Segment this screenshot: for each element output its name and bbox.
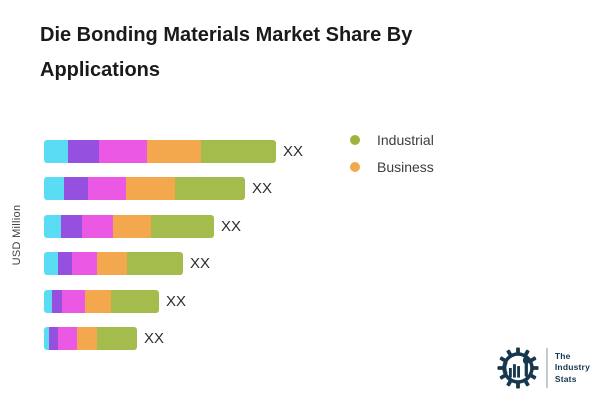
- bar-segment: [44, 177, 64, 201]
- legend-item-business: Business: [350, 159, 434, 175]
- bar-segment: [175, 177, 245, 201]
- bar-row: XX: [44, 252, 303, 276]
- bar-value-label: XX: [190, 255, 211, 273]
- bar-value-label: XX: [252, 180, 273, 198]
- logo-text: The Industry Stats: [555, 351, 590, 386]
- bar-segment: [68, 140, 99, 163]
- bar-track: [44, 214, 214, 238]
- legend: Industrial Business: [350, 132, 434, 175]
- bar-segment: [58, 252, 72, 276]
- bar-segment: [151, 214, 214, 238]
- bar-segment: [44, 289, 52, 313]
- bar-segment: [82, 214, 113, 238]
- bar-segment: [44, 214, 61, 238]
- bar-segment: [44, 252, 58, 276]
- logo-text-line2: Industry: [554, 362, 590, 373]
- gear-wrench-icon: [497, 347, 539, 389]
- legend-item-industrial: Industrial: [350, 132, 434, 148]
- chart-title-line2: Applications: [40, 59, 161, 81]
- bar-segment: [127, 252, 183, 276]
- legend-dot-business-icon: [350, 162, 360, 172]
- bars: XX XX XX XX XX XX: [44, 140, 303, 350]
- brand-logo: The Industry Stats: [497, 347, 590, 389]
- bar-segment: [64, 177, 88, 201]
- bar-track: [44, 289, 159, 313]
- bar-segment: [52, 289, 62, 313]
- logo-text-line1: The: [554, 350, 571, 361]
- y-axis-label: USD Million: [11, 204, 23, 266]
- bar-segment: [44, 326, 49, 350]
- bar-row: XX: [44, 140, 303, 163]
- bar-segment: [99, 140, 147, 163]
- legend-dot-industrial-icon: [350, 135, 360, 145]
- bar-segment: [58, 326, 77, 350]
- bar-segment: [72, 252, 97, 276]
- bar-segment: [61, 214, 82, 238]
- bar-track: [44, 140, 276, 163]
- bar-value-label: XX: [166, 292, 187, 310]
- chart-title: Die Bonding Materials Market Share By Ap…: [40, 18, 560, 88]
- bar-row: XX: [44, 326, 303, 350]
- bar-row: XX: [44, 214, 303, 238]
- bar-track: [44, 326, 137, 350]
- legend-label-business: Business: [377, 159, 434, 175]
- bar-segment: [77, 326, 97, 350]
- legend-label-industrial: Industrial: [377, 132, 434, 148]
- logo-text-line3: Stats: [554, 373, 577, 384]
- bar-row: XX: [44, 289, 303, 313]
- bar-segment: [85, 289, 111, 313]
- bar-segment: [97, 326, 137, 350]
- bar-segment: [97, 252, 127, 276]
- bar-value-label: XX: [144, 329, 165, 347]
- bar-segment: [201, 140, 276, 163]
- chart-title-line1: Die Bonding Materials Market Share By: [40, 24, 413, 46]
- bar-segment: [44, 140, 68, 163]
- bar-track: [44, 177, 245, 201]
- bar-segment: [147, 140, 201, 163]
- bar-segment: [111, 289, 159, 313]
- bar-row: XX: [44, 177, 303, 201]
- bar-track: [44, 252, 183, 276]
- bar-value-label: XX: [221, 217, 242, 235]
- bar-segment: [62, 289, 85, 313]
- bar-segment: [49, 326, 58, 350]
- bar-segment: [113, 214, 151, 238]
- bar-value-label: XX: [283, 143, 304, 160]
- logo-divider: [546, 348, 548, 388]
- bar-segment: [88, 177, 126, 201]
- bar-segment: [126, 177, 175, 201]
